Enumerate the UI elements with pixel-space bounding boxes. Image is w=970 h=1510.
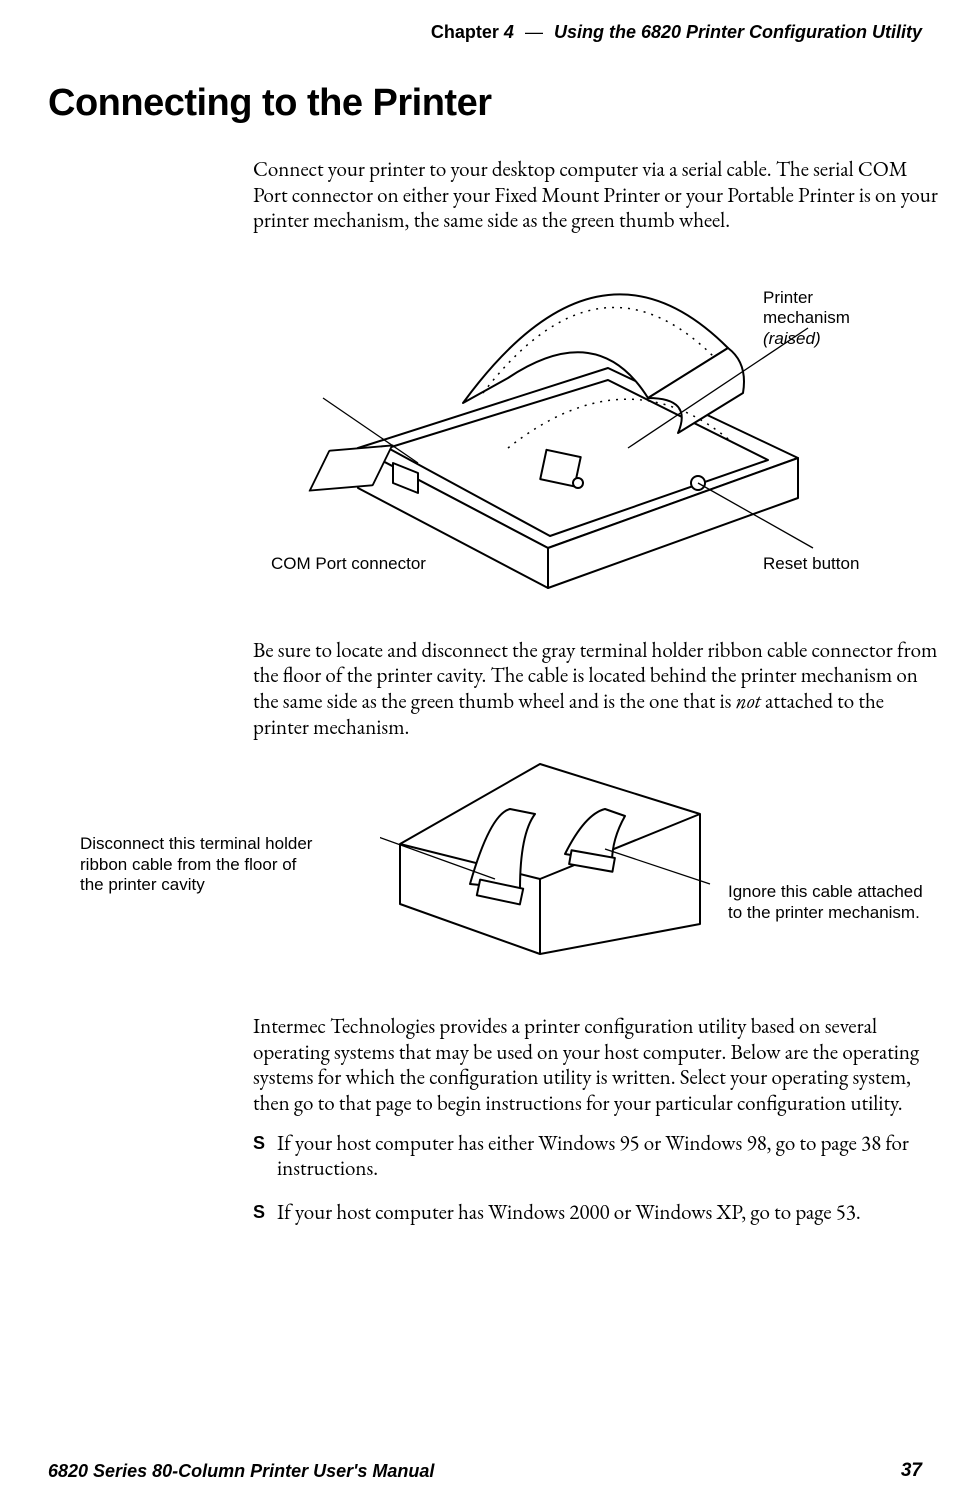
chapter-num: 4 bbox=[504, 22, 514, 42]
running-head: Chapter 4 — Using the 6820 Printer Confi… bbox=[431, 22, 922, 43]
label-text: to the printer mechanism. bbox=[728, 903, 920, 922]
label-disconnect-cable: Disconnect this terminal holder ribbon c… bbox=[80, 834, 360, 895]
label-text: Ignore this cable attached bbox=[728, 882, 923, 901]
label-ignore-cable: Ignore this cable attached to the printe… bbox=[728, 882, 958, 923]
paragraph-3: Intermec Technologies provides a printer… bbox=[253, 1014, 943, 1116]
label-text: (raised) bbox=[763, 329, 821, 348]
label-text: Disconnect this terminal holder bbox=[80, 834, 312, 853]
footer-manual-title: 6820 Series 80-Column Printer User's Man… bbox=[48, 1461, 434, 1482]
label-text: Printer bbox=[763, 288, 813, 307]
label-text: mechanism bbox=[763, 308, 850, 327]
label-com-port: COM Port connector bbox=[271, 554, 426, 574]
label-printer-mechanism: Printer mechanism (raised) bbox=[763, 288, 850, 349]
footer-page-number: 37 bbox=[901, 1460, 922, 1482]
para2-em: not bbox=[736, 688, 761, 715]
figure-2: Disconnect this terminal holder ribbon c… bbox=[80, 754, 950, 984]
figure-1: Printer mechanism (raised) COM Port conn… bbox=[253, 248, 943, 608]
label-reset-button: Reset button bbox=[763, 554, 859, 574]
header-dash: — bbox=[519, 22, 549, 42]
label-text: ribbon cable from the floor of bbox=[80, 855, 296, 874]
header-title: Using the 6820 Printer Configuration Uti… bbox=[554, 22, 922, 42]
list-item: If your host computer has either Windows… bbox=[253, 1131, 943, 1182]
chapter-label: Chapter bbox=[431, 22, 499, 42]
paragraph-2: Be sure to locate and disconnect the gra… bbox=[253, 638, 943, 740]
section-title: Connecting to the Printer bbox=[48, 82, 922, 125]
paragraph-1: Connect your printer to your desktop com… bbox=[253, 157, 943, 234]
list-item: If your host computer has Windows 2000 o… bbox=[253, 1200, 943, 1226]
cable-illustration bbox=[380, 754, 720, 964]
bullet-list: If your host computer has either Windows… bbox=[253, 1131, 943, 1226]
label-text: the printer cavity bbox=[80, 875, 205, 894]
